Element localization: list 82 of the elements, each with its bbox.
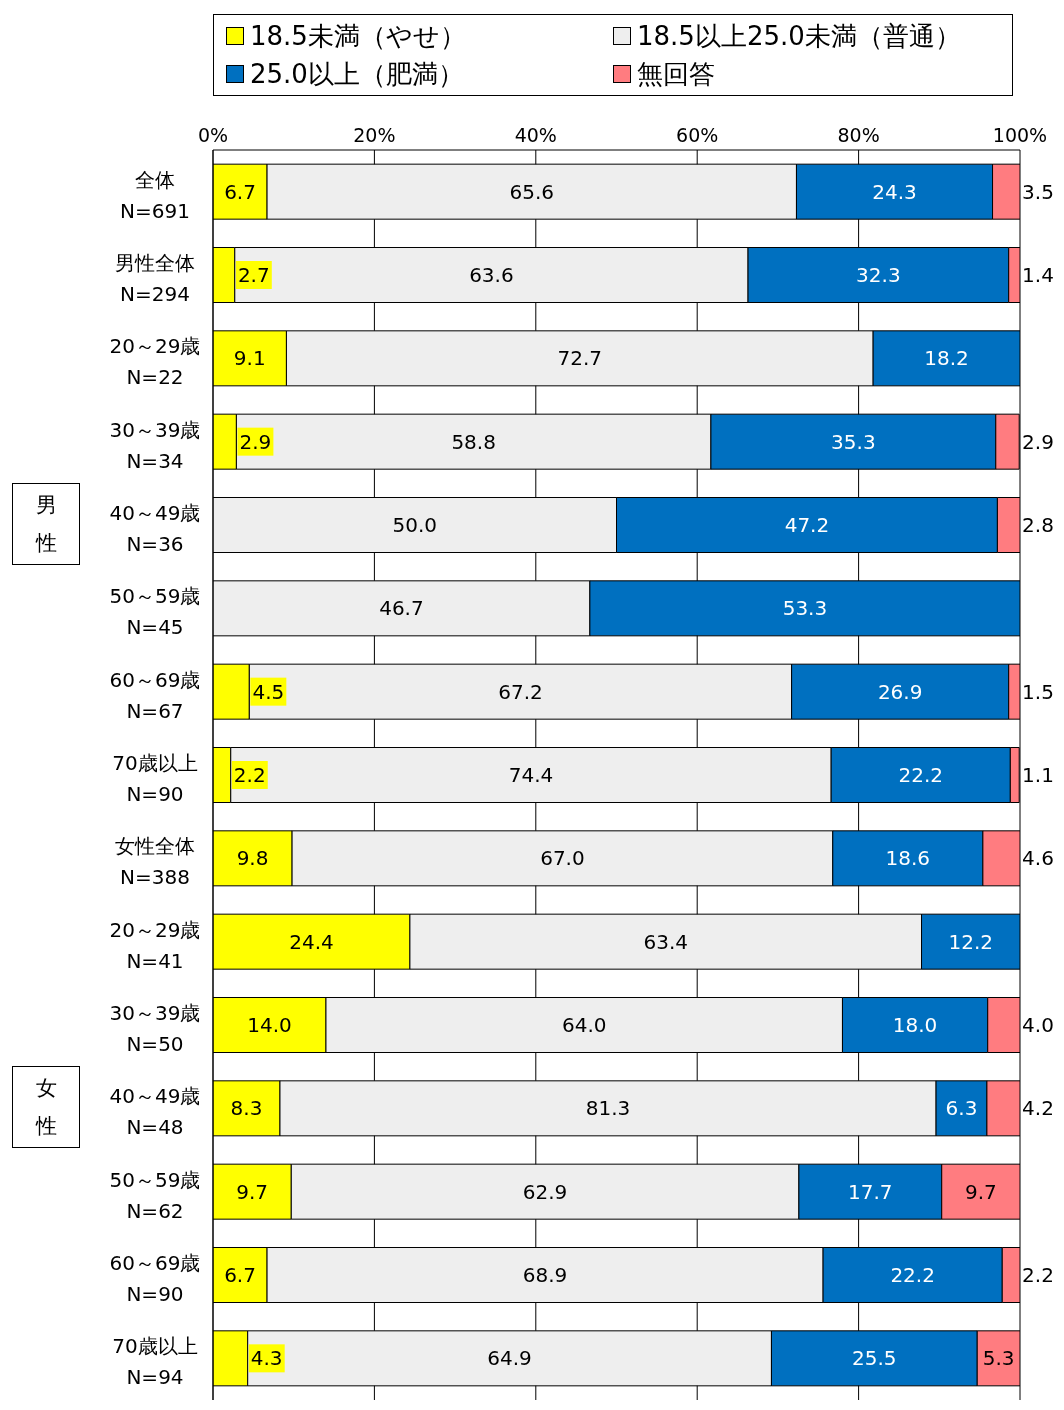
legend-label: 18.5未満（やせ） bbox=[250, 19, 466, 53]
data-label: 63.4 bbox=[643, 929, 688, 954]
data-label: 24.3 bbox=[872, 179, 917, 204]
y-tick-label: 全体 N=691 bbox=[120, 167, 190, 223]
y-tick-label: 男性全体 N=294 bbox=[115, 251, 195, 306]
data-label: 47.2 bbox=[784, 513, 830, 537]
data-label: 1.4 bbox=[1022, 263, 1054, 287]
data-label: 9.7 bbox=[964, 1179, 997, 1204]
y-tick-label: 女性全体 N=388 bbox=[115, 834, 195, 890]
data-label: 1.5 bbox=[1022, 679, 1054, 704]
data-label: 50.0 bbox=[392, 513, 438, 537]
y-tick-label: 70歳以上 N=90 bbox=[112, 751, 198, 806]
y-tick-label: 70歳以上 N=94 bbox=[112, 1334, 198, 1390]
data-label: 35.3 bbox=[831, 429, 876, 454]
legend-label: 18.5以上25.0未満（普通） bbox=[637, 19, 961, 53]
legend-label: 25.0以上（肥満） bbox=[250, 57, 464, 91]
data-label: 5.3 bbox=[982, 1346, 1015, 1371]
data-label: 4.6 bbox=[1022, 846, 1054, 871]
y-tick-label: 20～29歳 N=41 bbox=[109, 917, 201, 973]
y-tick-label: 50～59歳 N=62 bbox=[109, 1167, 201, 1223]
x-tick-label: 80% bbox=[837, 124, 880, 146]
data-label: 9.1 bbox=[233, 346, 266, 371]
x-tick-label: 60% bbox=[676, 124, 719, 146]
data-label: 4.3 bbox=[250, 1346, 283, 1371]
data-label: 81.3 bbox=[585, 1096, 631, 1121]
data-label: 6.7 bbox=[224, 179, 256, 204]
data-label: 22.2 bbox=[898, 763, 943, 787]
data-label: 58.8 bbox=[451, 429, 496, 454]
x-tick-label: 40% bbox=[514, 124, 557, 146]
data-label: 2.2 bbox=[1022, 1263, 1054, 1287]
data-label: 6.3 bbox=[945, 1096, 978, 1121]
data-label: 8.3 bbox=[230, 1096, 263, 1121]
y-tick-label: 40～49歳 N=36 bbox=[109, 501, 201, 556]
data-label: 18.2 bbox=[924, 346, 969, 371]
data-label: 3.5 bbox=[1022, 179, 1054, 204]
data-label: 9.8 bbox=[236, 846, 269, 871]
data-label: 14.0 bbox=[247, 1013, 292, 1037]
data-label: 2.9 bbox=[239, 429, 272, 454]
data-label: 46.7 bbox=[379, 596, 424, 621]
data-label: 67.2 bbox=[498, 679, 543, 704]
data-label: 72.7 bbox=[557, 346, 603, 371]
data-label: 63.6 bbox=[469, 263, 514, 287]
data-label: 2.2 bbox=[233, 763, 266, 787]
data-label: 4.5 bbox=[252, 679, 285, 704]
data-label: 25.5 bbox=[852, 1346, 897, 1371]
y-tick-label: 20～29歳 N=22 bbox=[109, 334, 201, 390]
data-label: 12.2 bbox=[948, 929, 994, 954]
data-label: 1.1 bbox=[1022, 763, 1054, 787]
data-label: 6.7 bbox=[224, 1263, 256, 1287]
data-label: 2.8 bbox=[1022, 513, 1054, 537]
data-label: 4.2 bbox=[1022, 1096, 1054, 1121]
data-label: 65.6 bbox=[509, 179, 555, 204]
data-label: 68.9 bbox=[522, 1263, 568, 1287]
x-tick-label: 100% bbox=[992, 124, 1048, 146]
y-tick-label: 50～59歳 N=45 bbox=[109, 584, 201, 640]
data-label: 2.7 bbox=[237, 263, 270, 287]
data-label: 32.3 bbox=[856, 263, 901, 287]
x-tick-label: 20% bbox=[353, 124, 396, 146]
data-label: 22.2 bbox=[890, 1263, 935, 1287]
data-label: 74.4 bbox=[508, 763, 554, 787]
text: 女性 bbox=[35, 1075, 57, 1141]
data-label: 24.4 bbox=[289, 929, 334, 954]
data-label: 2.9 bbox=[1022, 429, 1054, 454]
data-label: 62.9 bbox=[522, 1179, 568, 1204]
legend-label: 無回答 bbox=[637, 57, 715, 91]
data-label: 9.7 bbox=[236, 1179, 269, 1204]
y-tick-label: 40～49歳 N=48 bbox=[109, 1084, 201, 1140]
data-label: 18.6 bbox=[885, 846, 931, 871]
y-tick-label: 60～69歳 N=90 bbox=[109, 1251, 201, 1306]
x-tick-label: 0% bbox=[197, 124, 229, 146]
data-label: 26.9 bbox=[877, 679, 923, 704]
text: 男性 bbox=[35, 492, 57, 557]
y-tick-label: 60～69歳 N=67 bbox=[109, 667, 201, 723]
y-tick-label: 30～39歳 N=50 bbox=[109, 1001, 201, 1056]
data-label: 17.7 bbox=[848, 1179, 893, 1204]
data-label: 4.0 bbox=[1022, 1013, 1054, 1037]
data-label: 64.0 bbox=[561, 1013, 607, 1037]
data-label: 67.0 bbox=[540, 846, 585, 871]
data-label: 53.3 bbox=[782, 596, 828, 621]
y-tick-label: 30～39歳 N=34 bbox=[109, 417, 201, 473]
data-label: 18.0 bbox=[892, 1013, 938, 1037]
data-label: 64.9 bbox=[487, 1346, 532, 1371]
